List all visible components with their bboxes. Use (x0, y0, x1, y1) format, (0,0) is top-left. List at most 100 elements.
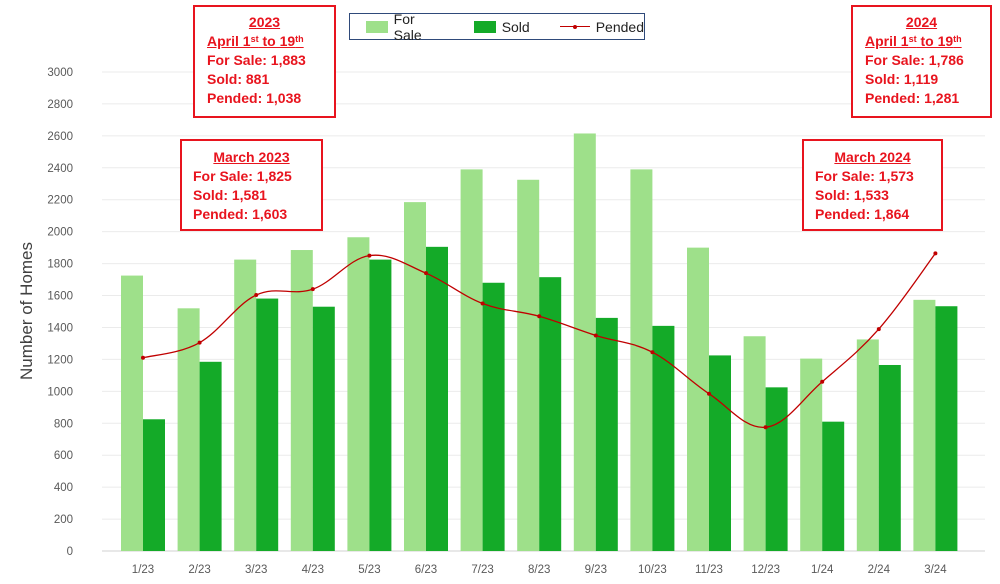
bar-for-sale-2/24 (856, 339, 879, 551)
annotation-row-pended: Pended: 1,864 (815, 206, 910, 222)
y-tick-label: 600 (54, 450, 73, 462)
bar-sold-1/23 (143, 419, 165, 551)
bar-sold-3/23 (256, 298, 279, 551)
bar-sold-3/24 (935, 306, 958, 551)
annotation-subtitle: April 1st to 19th (865, 33, 962, 49)
legend: For Sale Sold Pended (349, 11, 645, 43)
pended-point-11/23 (707, 391, 711, 396)
x-tick-label: 7/23 (471, 564, 493, 576)
y-tick-label: 1000 (47, 386, 73, 398)
legend-item-pended: Pended (559, 18, 644, 35)
y-tick-label: 1600 (47, 291, 73, 303)
annotation-row-sold: Sold: 1,533 (815, 187, 889, 203)
legend-item-for-sale: For Sale (366, 11, 446, 43)
pended-point-8/23 (537, 314, 542, 319)
annotation-title: March 2024 (834, 149, 911, 165)
legend-label-for-sale: For Sale (393, 10, 422, 43)
annotation-row-for-sale: For Sale: 1,786 (865, 52, 964, 68)
annotation-subtitle: April 1st to 19th (207, 33, 304, 49)
bar-sold-6/23 (426, 246, 448, 551)
legend-swatch-sold (473, 20, 496, 33)
bar-for-sale-11/23 (687, 247, 709, 551)
bar-sold-2/24 (878, 364, 901, 551)
bar-sold-9/23 (595, 317, 618, 551)
annotation-row-sold: Sold: 881 (207, 71, 270, 87)
x-axis-ticks: 1/23 2/23 3/23 4/23 5/23 6/23 7/23 8/23 9/23 10/2… (132, 564, 947, 576)
annotation-box-march-2024: March 2024 For Sale: 1,573 Sold: 1,533 P… (802, 139, 943, 231)
pended-line (142, 252, 936, 428)
annotation-row-sold: Sold: 1,119 (865, 71, 939, 87)
pended-point-1/24 (820, 379, 825, 384)
bar-for-sale-3/24 (913, 299, 936, 551)
legend-swatch-for-sale (366, 20, 388, 33)
annotation-box-2024-april: 2024 April 1st to 19th For Sale: 1,786 S… (851, 5, 992, 118)
bar-sold-11/23 (709, 355, 731, 551)
y-tick-label: 400 (54, 482, 73, 494)
x-tick-label: 12/23 (751, 564, 780, 576)
x-tick-label: 2/24 (868, 564, 891, 576)
x-tick-label: 3/24 (924, 564, 947, 576)
annotation-box-march-2023: March 2023 For Sale: 1,825 Sold: 1,581 P… (180, 139, 323, 231)
x-tick-label: 6/23 (415, 564, 437, 576)
bar-for-sale-7/23 (460, 169, 483, 551)
x-tick-label: 8/23 (528, 564, 550, 576)
bar-for-sale-4/23 (290, 250, 313, 552)
y-tick-label: 2600 (47, 131, 73, 143)
annotation-row-sold: Sold: 1,581 (193, 187, 267, 203)
annotation-row-pended: Pended: 1,281 (865, 90, 960, 106)
annotation-title: 2023 (248, 14, 281, 30)
y-tick-label: 2400 (47, 163, 73, 175)
pended-point-2/24 (876, 327, 881, 332)
bar-sold-4/23 (312, 306, 335, 551)
bar-for-sale-1/23 (121, 275, 143, 551)
y-tick-label: 3000 (47, 67, 73, 79)
bar-for-sale-12/23 (743, 336, 766, 551)
pended-point-4/23 (310, 287, 315, 292)
annotation-box-2023-april: 2023 April 1st to 19th For Sale: 1,883 S… (193, 5, 336, 118)
x-tick-label: 10/23 (638, 564, 667, 576)
bar-for-sale-8/23 (517, 179, 540, 551)
bar-sold-2/23 (199, 361, 222, 551)
annotation-row-for-sale: For Sale: 1,573 (815, 168, 914, 184)
pended-point-3/23 (254, 293, 259, 298)
y-axis-ticks: 0 200 400 600 800 1000 1200 1400 1600 1800 2000 220… (47, 67, 73, 558)
y-tick-label: 200 (54, 514, 73, 526)
x-tick-label: 4/23 (302, 564, 324, 576)
x-tick-label: 5/23 (358, 564, 380, 576)
bar-sold-12/23 (765, 387, 788, 551)
pended-point-7/23 (480, 301, 485, 306)
pended-point-10/23 (650, 350, 655, 355)
y-tick-label: 1800 (47, 259, 73, 271)
annotation-title: 2024 (905, 14, 938, 30)
x-tick-label: 2/23 (188, 564, 210, 576)
pended-point-6/23 (424, 271, 428, 276)
bar-sold-10/23 (652, 325, 675, 551)
bar-sold-1/24 (822, 421, 845, 551)
bar-sold-7/23 (482, 282, 505, 551)
x-tick-label: 1/23 (132, 564, 154, 576)
pended-point-2/23 (197, 340, 202, 345)
pended-point-1/23 (141, 355, 145, 360)
y-axis-label: Number of Homes (17, 242, 36, 380)
y-tick-label: 0 (67, 546, 73, 558)
pended-point-3/24 (933, 251, 938, 256)
annotation-row-pended: Pended: 1,038 (207, 90, 302, 106)
legend-label-sold: Sold (501, 18, 530, 35)
pended-line-layer (141, 251, 938, 430)
legend-item-sold: Sold (473, 18, 530, 35)
pended-point-5/23 (367, 253, 372, 258)
annotation-row-for-sale: For Sale: 1,825 (193, 168, 292, 184)
annotation-row-for-sale: For Sale: 1,883 (207, 52, 306, 68)
annotation-row-pended: Pended: 1,603 (193, 206, 288, 222)
y-tick-label: 2800 (47, 99, 73, 111)
legend-label-pended: Pended (595, 18, 644, 35)
bar-for-sale-10/23 (630, 169, 653, 551)
x-tick-label: 3/23 (245, 564, 267, 576)
x-tick-label: 9/23 (585, 564, 607, 576)
y-tick-label: 2000 (47, 227, 73, 239)
legend-line-pended (559, 21, 590, 33)
y-tick-label: 800 (54, 418, 73, 430)
x-tick-label: 1/24 (811, 564, 834, 576)
pended-point-9/23 (593, 333, 598, 338)
